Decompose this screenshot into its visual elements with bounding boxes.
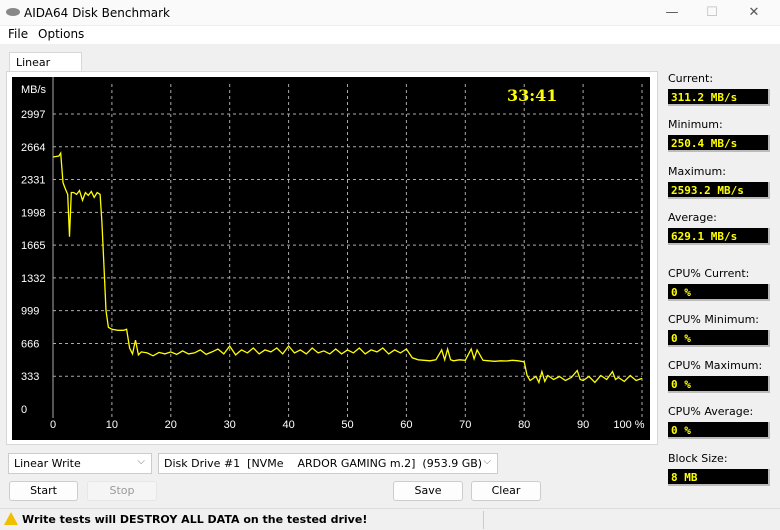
- stat-label: Current:: [668, 72, 714, 85]
- y-tick-label: 1665: [21, 240, 45, 252]
- minimize-button[interactable]: —: [665, 5, 679, 20]
- stat-label: CPU% Minimum:: [668, 313, 759, 326]
- warning-icon: [4, 512, 18, 525]
- window-title: AIDA64 Disk Benchmark: [24, 6, 171, 20]
- stat-value: 0 %: [668, 376, 770, 393]
- y-tick-label: 2664: [21, 142, 45, 154]
- x-tick-label: 20: [165, 419, 177, 431]
- y-tick-label: 999: [21, 306, 39, 318]
- x-tick-label: 30: [224, 419, 236, 431]
- y-tick-label: 666: [21, 338, 39, 350]
- stat-value: 250.4 MB/s: [668, 135, 770, 152]
- tab-linear-write[interactable]: Linear Write: [9, 52, 82, 82]
- stat-value: 8 MB: [668, 469, 770, 486]
- stat-label: CPU% Average:: [668, 405, 754, 418]
- test-select[interactable]: Linear Write ⌵: [8, 453, 152, 474]
- close-button[interactable]: ✕: [748, 5, 760, 20]
- menu-bar: File Options: [0, 26, 780, 44]
- menu-file[interactable]: File: [8, 27, 29, 41]
- elapsed-timer: 33:41: [507, 86, 558, 105]
- x-tick-label: 70: [459, 419, 471, 431]
- stat-value: 629.1 MB/s: [668, 228, 770, 245]
- stat-value: 2593.2 MB/s: [668, 182, 770, 199]
- x-tick-label: 100 %: [613, 419, 644, 431]
- stat-label: CPU% Current:: [668, 267, 750, 280]
- x-tick-label: 10: [106, 419, 118, 431]
- y-tick-label: 0: [21, 404, 27, 416]
- y-tick-label: 2331: [21, 175, 45, 187]
- write-speed-line: [52, 151, 643, 385]
- title-bar: AIDA64 Disk Benchmark — ☐ ✕: [0, 0, 780, 26]
- menu-options[interactable]: Options: [38, 27, 85, 41]
- status-divider: [483, 511, 484, 529]
- x-tick-label: 90: [577, 419, 589, 431]
- y-tick-label: 333: [21, 371, 39, 383]
- disk-icon: [6, 8, 20, 16]
- y-tick-label: 1332: [21, 273, 45, 285]
- x-tick-label: 80: [518, 419, 530, 431]
- drive-select-value: Disk Drive #1 [NVMe ARDOR GAMING m.2] (9…: [164, 457, 483, 470]
- stat-value: 311.2 MB/s: [668, 89, 770, 106]
- stat-value: 0 %: [668, 422, 770, 439]
- start-button[interactable]: Start: [9, 481, 78, 501]
- maximize-button[interactable]: ☐: [706, 5, 718, 20]
- stat-label: Block Size:: [668, 452, 728, 465]
- stop-button[interactable]: Stop: [87, 481, 157, 501]
- stat-label: Average:: [668, 211, 717, 224]
- x-tick-label: 60: [400, 419, 412, 431]
- stat-value: 0 %: [668, 284, 770, 301]
- status-message: Write tests will DESTROY ALL DATA on the…: [22, 513, 368, 526]
- stat-label: CPU% Maximum:: [668, 359, 763, 372]
- benchmark-chart: 0 333 666 999 1332 1665 1998 2331 2664 2997 MB/s 0 1…: [12, 77, 650, 440]
- stat-label: Maximum:: [668, 165, 726, 178]
- save-button[interactable]: Save: [393, 481, 463, 501]
- clear-button[interactable]: Clear: [471, 481, 541, 501]
- stat-label: Minimum:: [668, 118, 723, 131]
- x-tick-label: 0: [50, 419, 56, 431]
- status-bar: Write tests will DESTROY ALL DATA on the…: [0, 508, 780, 530]
- drive-select[interactable]: Disk Drive #1 [NVMe ARDOR GAMING m.2] (9…: [158, 453, 498, 474]
- test-select-value: Linear Write: [14, 457, 81, 470]
- y-tick-label: 2997: [21, 109, 45, 121]
- x-tick-label: 50: [341, 419, 353, 431]
- chevron-down-icon: ⌵: [483, 456, 491, 467]
- chevron-down-icon: ⌵: [137, 456, 145, 467]
- y-axis-label: MB/s: [21, 84, 47, 96]
- x-tick-label: 40: [282, 419, 294, 431]
- stat-value: 0 %: [668, 330, 770, 347]
- y-tick-label: 1998: [21, 207, 45, 219]
